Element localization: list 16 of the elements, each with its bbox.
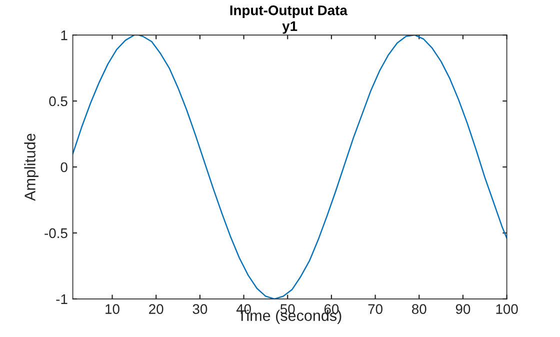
x-tick-label: 80 bbox=[412, 304, 426, 314]
x-tick-label: 30 bbox=[192, 304, 208, 314]
x-tick-label: 70 bbox=[368, 304, 382, 314]
chart-subtitle: y1 bbox=[282, 21, 298, 34]
line-series bbox=[72, 35, 507, 299]
y-axis-title: Amplitude bbox=[24, 134, 38, 201]
x-tick-label: 90 bbox=[456, 304, 470, 314]
y-tick-label: 0 bbox=[60, 162, 68, 172]
y-tick-label: 0.5 bbox=[49, 96, 68, 106]
x-tick-label: 10 bbox=[106, 304, 120, 314]
x-tick-label: 20 bbox=[149, 304, 164, 314]
chart-title: Input-Output Data bbox=[230, 5, 348, 18]
y-tick-label: -0.5 bbox=[44, 228, 68, 238]
y-tick-label: 1 bbox=[61, 30, 68, 40]
y-tick-label: -1 bbox=[56, 294, 68, 304]
x-tick-label: 100 bbox=[496, 304, 518, 314]
